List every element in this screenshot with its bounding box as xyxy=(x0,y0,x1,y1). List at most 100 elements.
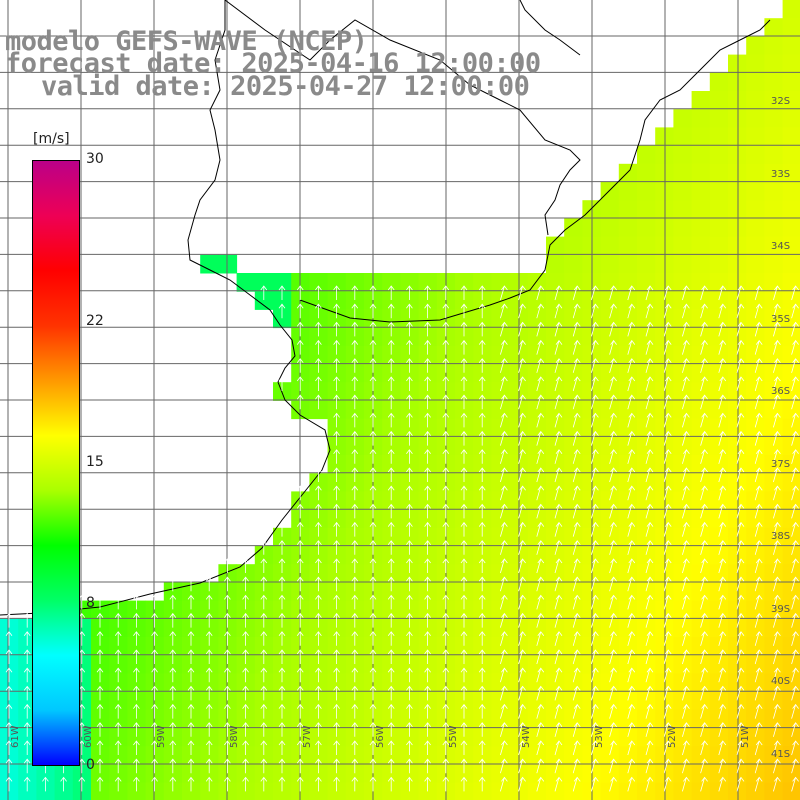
wind-cell xyxy=(709,728,729,747)
wind-arrow xyxy=(442,540,450,555)
wind-cell xyxy=(418,400,438,420)
wind-arrow xyxy=(554,540,563,555)
wind-arrow xyxy=(387,521,395,537)
wind-cell xyxy=(200,673,219,693)
wind-cell xyxy=(309,691,329,711)
wind-arrow xyxy=(333,558,340,573)
wind-arrow xyxy=(518,394,526,410)
wind-cell xyxy=(236,600,256,620)
wind-arrow xyxy=(500,285,508,301)
wind-arrow xyxy=(460,376,468,391)
wind-arrow xyxy=(554,394,563,410)
wind-cell xyxy=(637,582,656,602)
wind-arrow xyxy=(591,394,599,410)
wind-cell xyxy=(345,291,365,310)
wind-cell xyxy=(455,691,474,711)
wind-arrow xyxy=(151,740,158,755)
wind-cell xyxy=(564,618,583,638)
wind-cell xyxy=(382,673,401,693)
wind-arrow xyxy=(442,412,450,428)
wind-arrow xyxy=(296,321,304,337)
wind-arrow xyxy=(518,467,526,483)
wind-cell xyxy=(527,455,547,474)
wind-cell xyxy=(637,273,656,292)
wind-arrow xyxy=(572,722,581,737)
wind-cell xyxy=(327,564,347,583)
wind-arrow xyxy=(591,321,599,337)
wind-cell xyxy=(54,764,74,784)
wind-arrow xyxy=(442,321,450,337)
wind-arrow xyxy=(387,412,395,428)
wind-arrow xyxy=(406,503,413,519)
wind-cell xyxy=(218,582,238,602)
wind-arrow xyxy=(718,740,727,756)
wind-arrow xyxy=(718,412,727,428)
lon-label: 58W xyxy=(229,725,240,748)
wind-arrow xyxy=(773,540,781,555)
wind-arrow xyxy=(406,649,413,664)
wind-cell xyxy=(273,691,292,711)
lat-label: 34S xyxy=(771,241,791,252)
wind-arrow xyxy=(754,667,763,683)
wind-cell xyxy=(564,473,583,492)
wind-cell xyxy=(527,691,547,711)
wind-cell xyxy=(746,691,765,711)
wind-cell xyxy=(637,400,656,420)
wind-cell xyxy=(673,327,693,347)
wind-arrow xyxy=(278,594,286,610)
wind-arrow xyxy=(169,594,177,610)
wind-cell xyxy=(400,546,420,565)
wind-cell xyxy=(163,728,183,747)
wind-cell xyxy=(400,491,420,511)
wind-cell xyxy=(564,728,583,747)
wind-arrow xyxy=(442,467,450,482)
wind-cell xyxy=(473,345,492,365)
wind-arrow xyxy=(536,467,545,483)
wind-arrow xyxy=(536,612,545,628)
wind-arrow xyxy=(754,540,763,555)
wind-arrow xyxy=(554,740,563,756)
wind-cell xyxy=(418,491,438,511)
wind-arrow xyxy=(333,394,340,410)
wind-arrow xyxy=(682,430,690,446)
wind-arrow xyxy=(151,667,158,683)
wind-arrow xyxy=(791,430,799,446)
wind-arrow xyxy=(627,376,636,392)
wind-arrow xyxy=(791,576,799,592)
wind-cell xyxy=(764,54,784,74)
wind-arrow xyxy=(424,321,431,337)
wind-arrow xyxy=(700,776,708,792)
wind-cell xyxy=(527,655,547,674)
wind-cell xyxy=(746,127,765,147)
wind-arrow xyxy=(536,503,545,519)
wind-cell xyxy=(691,91,711,110)
coastline xyxy=(0,0,331,616)
wind-cell xyxy=(345,564,365,583)
wind-arrow xyxy=(315,503,322,519)
wind-cell xyxy=(618,764,638,784)
wind-cell xyxy=(546,527,565,547)
wind-arrow xyxy=(460,394,468,410)
wind-cell xyxy=(618,218,638,238)
wind-cell xyxy=(673,473,693,492)
wind-cell xyxy=(673,364,693,383)
wind-cell xyxy=(491,655,511,674)
wind-arrow xyxy=(224,612,231,628)
wind-cell xyxy=(400,764,420,784)
wind-cell xyxy=(273,618,292,638)
wind-arrow xyxy=(773,412,781,428)
wind-arrow xyxy=(260,285,268,300)
wind-arrow xyxy=(60,776,67,792)
lagoon-outline xyxy=(519,0,581,56)
wind-cell xyxy=(618,327,638,347)
wind-cell xyxy=(764,509,784,529)
wind-arrow xyxy=(682,703,690,719)
wind-arrow xyxy=(424,612,431,628)
wind-arrow xyxy=(773,503,781,519)
wind-arrow xyxy=(645,758,654,774)
wind-cell xyxy=(327,709,347,729)
wind-arrow xyxy=(500,722,508,737)
wind-arrow xyxy=(700,631,708,646)
wind-arrow xyxy=(351,485,359,501)
wind-cell xyxy=(200,764,219,784)
